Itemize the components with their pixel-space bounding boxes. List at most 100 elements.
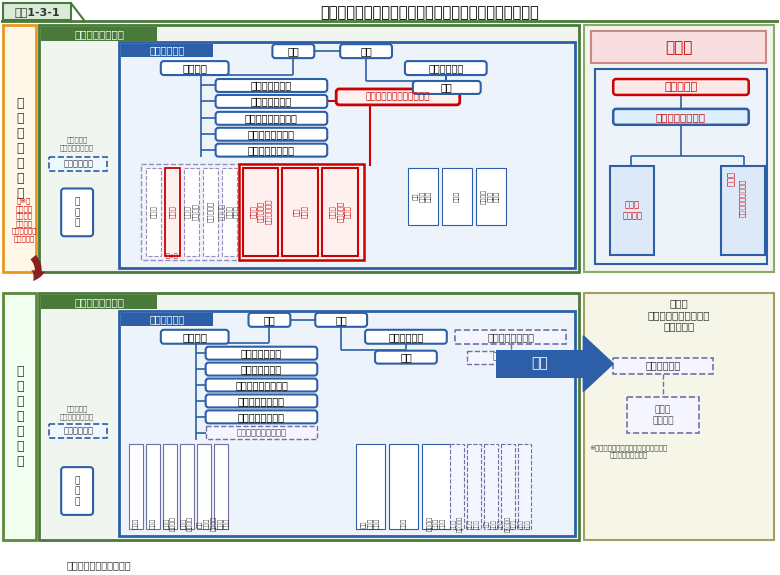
Text: 放射線
対策課: 放射線 対策課: [519, 519, 530, 529]
Text: 技術
基盤課: 技術 基盤課: [197, 518, 210, 530]
Bar: [466, 351, 529, 363]
Text: 安全技術
管理官
（４）: 安全技術 管理官 （４）: [218, 203, 240, 220]
Text: 技術基盤課: 技術基盤課: [207, 201, 214, 222]
Text: 審議官（規制２）: 審議官（規制２）: [238, 412, 285, 422]
Bar: [121, 313, 213, 326]
Text: 審議官（規制１）: 審議官（規制１）: [238, 396, 285, 406]
Bar: [584, 293, 774, 540]
Text: 原子力防災体制の充実・強化に伴う組織見直しについて: 原子力防災体制の充実・強化に伴う組織見直しについて: [321, 5, 539, 20]
Text: 内閣府: 内閣府: [665, 40, 692, 55]
Bar: [450, 444, 464, 529]
FancyBboxPatch shape: [206, 394, 317, 408]
Bar: [184, 167, 199, 256]
FancyBboxPatch shape: [61, 189, 93, 236]
Bar: [119, 311, 576, 536]
FancyBboxPatch shape: [161, 61, 229, 75]
Text: 核物質・放射線総括審議官: 核物質・放射線総括審議官: [366, 93, 431, 101]
Bar: [627, 397, 699, 434]
Text: 原子力規制委員会: 原子力規制委員会: [74, 29, 124, 39]
Text: 総務課: 総務課: [150, 205, 157, 218]
Text: 出典：原子力規制庁資料: 出典：原子力規制庁資料: [66, 561, 131, 570]
Bar: [721, 166, 764, 255]
Bar: [455, 330, 566, 344]
Text: 国際課: 国際課: [150, 518, 156, 530]
Bar: [591, 31, 766, 63]
Bar: [584, 25, 774, 272]
Bar: [203, 167, 218, 256]
FancyBboxPatch shape: [336, 89, 459, 105]
Text: 長官: 長官: [264, 315, 275, 325]
Bar: [495, 350, 583, 378]
Bar: [121, 44, 213, 57]
FancyBboxPatch shape: [613, 109, 749, 125]
FancyBboxPatch shape: [215, 144, 328, 156]
Polygon shape: [583, 336, 613, 392]
Text: 緊急事態対策監: 緊急事態対策監: [251, 97, 292, 106]
Text: 放射線
対策・保障
措置課: 放射線 対策・保障 措置課: [498, 516, 517, 532]
FancyBboxPatch shape: [206, 363, 317, 375]
Bar: [39, 293, 580, 540]
Text: 原子力規制庁: 原子力規制庁: [149, 315, 184, 324]
Text: 長官官房: 長官官房: [183, 63, 207, 73]
FancyBboxPatch shape: [215, 128, 328, 141]
Text: 内閣府
原子力災害対策担当室
（訓令室）: 内閣府 原子力災害対策担当室 （訓令室）: [647, 298, 711, 331]
Bar: [322, 167, 358, 256]
FancyBboxPatch shape: [215, 95, 328, 108]
FancyBboxPatch shape: [206, 411, 317, 423]
Text: 審議官（規制２）: 審議官（規制２）: [248, 145, 295, 155]
Text: 緊急事態対策監: 緊急事態対策監: [241, 364, 282, 374]
Bar: [243, 167, 278, 256]
Text: 原子力
防災課: 原子力 防災課: [468, 519, 480, 529]
Text: 部長: 部長: [492, 352, 503, 362]
Bar: [408, 167, 438, 225]
Bar: [214, 444, 228, 529]
Bar: [146, 444, 160, 529]
Bar: [179, 444, 193, 529]
Bar: [41, 27, 157, 41]
Bar: [119, 42, 576, 268]
Bar: [484, 444, 498, 529]
Text: 審議官（規制１）: 審議官（規制１）: [248, 129, 295, 139]
FancyBboxPatch shape: [161, 330, 229, 344]
Text: 安全規制
管理官
（７）: 安全規制 管理官 （７）: [427, 516, 445, 531]
Text: 安全規制
管理官
（７）: 安全規制 管理官 （７）: [481, 189, 500, 204]
Bar: [165, 167, 179, 256]
Text: （※）: （※）: [166, 254, 179, 259]
Text: 部長: 部長: [441, 82, 452, 93]
FancyBboxPatch shape: [215, 79, 328, 92]
Bar: [356, 444, 385, 529]
Text: 併任: 併任: [531, 356, 548, 371]
FancyBboxPatch shape: [613, 79, 749, 95]
Text: 原子力
政策防災課: 原子力 政策防災課: [451, 516, 463, 532]
Text: 監視
情報課: 監視 情報課: [484, 519, 497, 529]
Text: 部長: 部長: [400, 352, 412, 362]
Text: 原子力安全
人材育成センター: 原子力安全 人材育成センター: [60, 405, 94, 420]
Bar: [613, 358, 713, 374]
FancyBboxPatch shape: [206, 378, 317, 392]
Text: 原子力: 原子力: [401, 518, 406, 530]
Text: 図表1-3-1: 図表1-3-1: [15, 7, 60, 17]
Text: 原子力規制部: 原子力規制部: [388, 332, 424, 342]
Text: 監視
情報課: 監視 情報課: [293, 205, 307, 218]
Text: 所長（兼任）: 所長（兼任）: [63, 159, 93, 168]
Text: 参事官
（人事）: 参事官 （人事）: [164, 516, 176, 531]
Bar: [239, 164, 364, 260]
Bar: [610, 166, 654, 255]
Bar: [206, 426, 317, 439]
Text: 原子力
災害対策・
核物質防護課: 原子力 災害対策・ 核物質防護課: [250, 198, 271, 224]
Text: 参事官
（併任）: 参事官 （併任）: [652, 406, 674, 425]
Text: 長官: 長官: [288, 46, 300, 56]
Text: 審議官（官房総括）: 審議官（官房総括）: [235, 380, 288, 390]
Text: 次長: 次長: [335, 315, 347, 325]
FancyBboxPatch shape: [405, 61, 487, 75]
Bar: [389, 444, 418, 529]
FancyBboxPatch shape: [375, 351, 437, 363]
Bar: [197, 444, 211, 529]
Text: 参事官: 参事官: [727, 171, 736, 186]
FancyBboxPatch shape: [206, 347, 317, 359]
Text: 技術総括審議官: 技術総括審議官: [251, 81, 292, 90]
Text: 所長（兼任）: 所長（兼任）: [63, 427, 93, 436]
Bar: [49, 156, 107, 171]
Bar: [129, 444, 143, 529]
Bar: [422, 444, 451, 529]
